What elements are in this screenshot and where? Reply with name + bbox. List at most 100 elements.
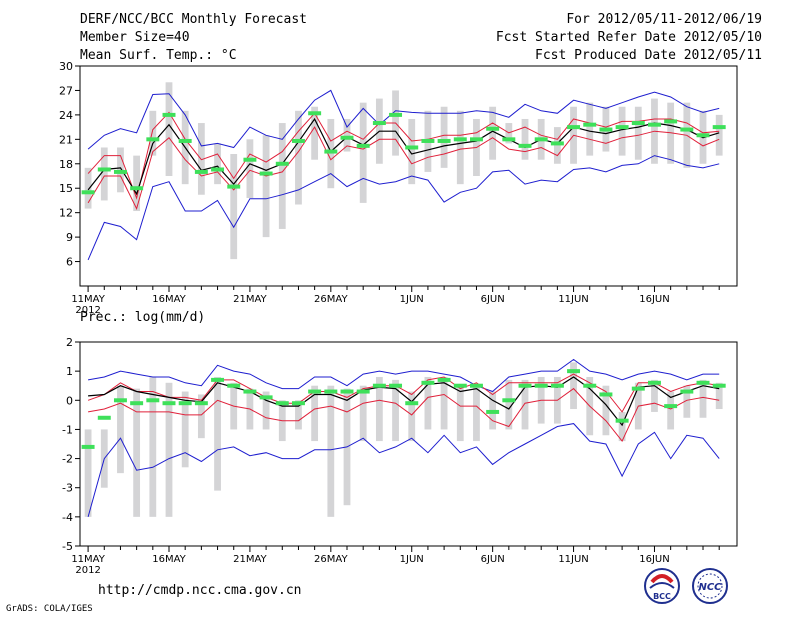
- temp-x-tick-label: 1JUN: [400, 294, 424, 305]
- precip-median-mark: [696, 380, 710, 385]
- precip-spread-bar: [214, 376, 221, 491]
- precip-median-mark: [567, 369, 581, 374]
- temp-spread-bar: [165, 82, 173, 176]
- grads-credit: GrADS: COLA/IGES: [6, 604, 93, 614]
- temp-spread-bar: [149, 110, 157, 156]
- temp-median-mark: [372, 121, 386, 126]
- temp-spread-bar: [295, 110, 302, 205]
- temp-y-tick-label: 24: [59, 109, 73, 122]
- temp-median-mark: [421, 138, 435, 143]
- precip-spread-bar: [149, 376, 157, 517]
- temp-x-tick-label: 26MAY: [314, 294, 348, 305]
- forecast-produced-date: Fcst Produced Date 2012/05/11: [535, 48, 762, 63]
- temp-spread-bar: [117, 147, 124, 193]
- temp-spread-bar: [327, 118, 335, 189]
- precip-spread-bar: [197, 394, 205, 439]
- precip-median-mark: [194, 401, 208, 406]
- temp-max-line: [87, 89, 720, 150]
- precip-x-tick-label: 16MAY: [152, 554, 186, 565]
- precip-y-tick-label: -1: [62, 423, 73, 436]
- precip-y-tick-label: -3: [62, 482, 73, 495]
- temp-spread-bar: [246, 139, 254, 198]
- temp-spread-bar: [343, 118, 351, 152]
- temp-mean-line: [87, 117, 720, 196]
- temp-x-tick-label: 16JUN: [639, 294, 669, 305]
- precip-median-mark: [130, 401, 144, 406]
- precip-y-tick-label: -4: [62, 511, 73, 524]
- temp-spread-bar: [489, 106, 497, 160]
- precip-spread-bar: [715, 382, 723, 410]
- temp-median-mark: [259, 171, 273, 176]
- temp-median-mark: [146, 137, 160, 142]
- temp-upper-line: [87, 111, 720, 200]
- precip-y-tick-label: 0: [66, 394, 73, 407]
- precip-spread-bar: [375, 376, 383, 442]
- temp-spread-bar: [553, 127, 561, 164]
- chart-title: DERF/NCC/BCC Monthly Forecast: [80, 12, 307, 27]
- temp-x-tick-label: 21MAY: [233, 294, 267, 305]
- temp-spread-bar: [634, 106, 642, 160]
- temp-median-mark: [308, 111, 322, 116]
- temp-spread-bar: [214, 143, 221, 185]
- temp-median-mark: [291, 138, 305, 143]
- precip-spread-bar: [651, 379, 658, 412]
- temp-median-mark: [97, 167, 111, 172]
- precip-median-mark: [389, 383, 403, 388]
- temp-x-tick-label: 6JUN: [481, 294, 505, 305]
- temp-spread-bar: [133, 155, 141, 212]
- temp-median-mark: [534, 137, 548, 142]
- precip-variable-label: Prec.: log(mm/d): [80, 310, 206, 325]
- source-url: http://cmdp.ncc.cma.gov.cn: [98, 583, 302, 598]
- precip-mean-line: [88, 376, 720, 427]
- temp-median-mark: [356, 143, 370, 148]
- precip-median-mark: [211, 377, 225, 382]
- precip-lower-line: [88, 387, 720, 443]
- temp-median-mark: [81, 190, 95, 195]
- temp-x-tick-label: 16MAY: [152, 294, 186, 305]
- precip-median-mark: [291, 401, 305, 406]
- temp-median-mark: [243, 157, 257, 162]
- temp-spread-bar: [586, 102, 594, 156]
- precip-median-mark: [437, 377, 451, 382]
- precip-spread-bar: [262, 391, 270, 430]
- precip-x-tick-label: 11JUN: [558, 554, 588, 565]
- forecast-period: For 2012/05/11-2012/06/19: [566, 12, 762, 27]
- temp-spread-bar: [262, 135, 270, 238]
- temp-spread-bar: [521, 118, 529, 160]
- precip-y-tick-label: -2: [62, 453, 73, 466]
- precip-spread-bar: [327, 385, 335, 517]
- precip-spread-bar: [699, 379, 707, 418]
- temp-median-mark: [567, 125, 581, 130]
- precip-median-mark: [146, 398, 160, 403]
- temp-median-mark: [647, 122, 661, 127]
- precip-spread-bar: [424, 376, 432, 430]
- temp-y-tick-label: 15: [59, 182, 73, 195]
- temp-spread-bar: [408, 118, 416, 185]
- precip-median-mark: [615, 418, 629, 423]
- bcc-logo: BCC: [644, 568, 680, 604]
- temp-median-mark: [211, 167, 225, 172]
- precip-plot-frame: [79, 341, 738, 547]
- temp-spread-bar: [440, 106, 448, 168]
- precip-spread-bar: [521, 379, 529, 430]
- precip-spread-bar: [456, 385, 464, 442]
- temp-spread-bar: [359, 102, 367, 203]
- precip-year-label: 2012: [75, 565, 100, 576]
- precip-max-line: [88, 358, 720, 393]
- precip-median-mark: [308, 389, 322, 394]
- temp-median-mark: [453, 137, 467, 142]
- precip-median-mark: [712, 383, 726, 388]
- precip-median-mark: [259, 395, 273, 400]
- precip-spread-bar: [408, 391, 416, 442]
- temp-y-tick-label: 18: [59, 158, 73, 171]
- precip-median-mark: [469, 383, 483, 388]
- temp-spread-bar: [456, 110, 464, 185]
- bcc-logo-text: BCC: [653, 592, 671, 601]
- logos: BCC NCC: [644, 568, 728, 604]
- precip-median-mark: [518, 383, 532, 388]
- temp-spread-bar: [100, 147, 108, 201]
- temp-median-mark: [227, 184, 241, 189]
- temp-median-mark: [696, 133, 710, 138]
- temp-lower-line: [87, 126, 720, 210]
- precip-median-mark: [324, 389, 338, 394]
